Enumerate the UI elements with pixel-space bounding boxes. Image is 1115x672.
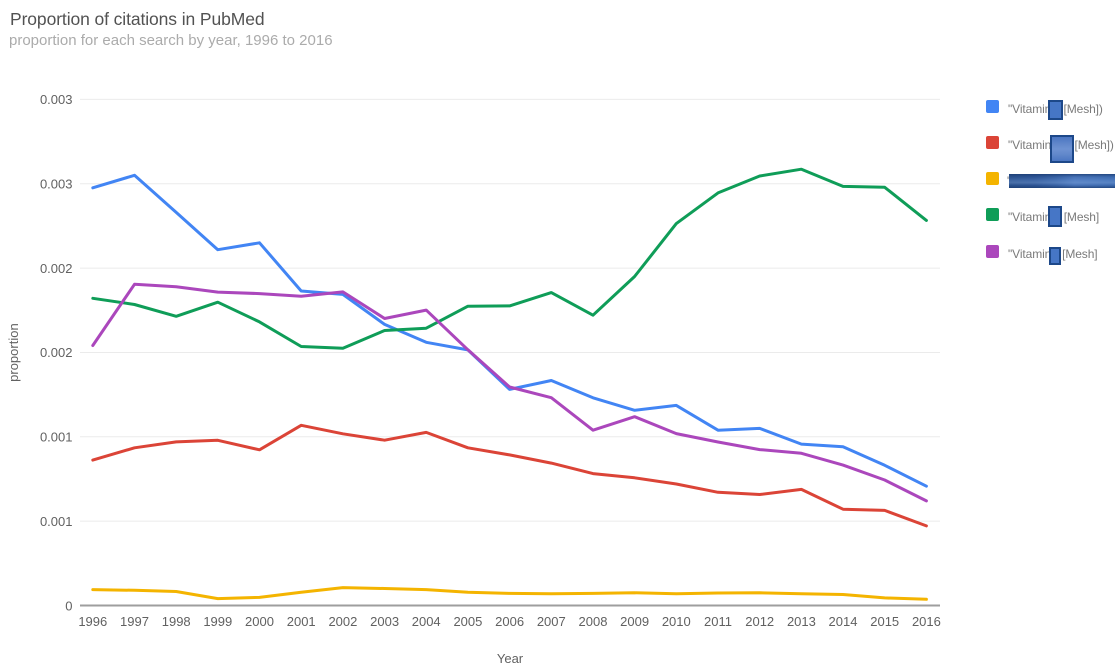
- svg-text:2004: 2004: [412, 614, 441, 629]
- svg-text:Year: Year: [497, 651, 524, 666]
- svg-text:1996: 1996: [78, 614, 107, 629]
- svg-text:2009: 2009: [620, 614, 649, 629]
- svg-text:2001: 2001: [287, 614, 316, 629]
- svg-text:2003: 2003: [370, 614, 399, 629]
- svg-text:1997: 1997: [120, 614, 149, 629]
- svg-text:0.003: 0.003: [40, 92, 73, 107]
- svg-text:2008: 2008: [579, 614, 608, 629]
- svg-text:1999: 1999: [203, 614, 232, 629]
- svg-text:2012: 2012: [745, 614, 774, 629]
- svg-text:2010: 2010: [662, 614, 691, 629]
- svg-text:2005: 2005: [453, 614, 482, 629]
- svg-text:1998: 1998: [162, 614, 191, 629]
- svg-text:2007: 2007: [537, 614, 566, 629]
- svg-text:proportion: proportion: [6, 323, 21, 382]
- svg-text:0.003: 0.003: [40, 177, 73, 192]
- svg-text:0.001: 0.001: [40, 514, 73, 529]
- svg-text:0: 0: [65, 598, 72, 613]
- svg-text:2013: 2013: [787, 614, 816, 629]
- svg-text:2011: 2011: [704, 614, 732, 629]
- svg-text:2015: 2015: [870, 614, 899, 629]
- svg-text:2000: 2000: [245, 614, 274, 629]
- svg-text:0.002: 0.002: [40, 345, 73, 360]
- svg-text:2002: 2002: [328, 614, 357, 629]
- svg-text:2014: 2014: [829, 614, 858, 629]
- svg-text:0.001: 0.001: [40, 430, 73, 445]
- svg-text:0.002: 0.002: [40, 261, 73, 276]
- svg-text:2016: 2016: [912, 614, 941, 629]
- svg-text:2006: 2006: [495, 614, 524, 629]
